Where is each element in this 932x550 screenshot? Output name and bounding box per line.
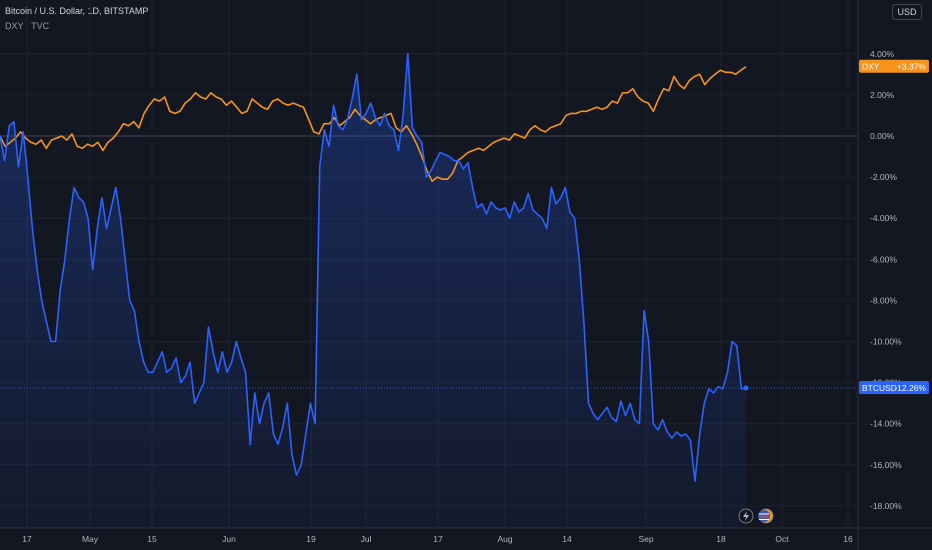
dxy-last-label-bg (859, 59, 929, 73)
btcusd-last-label-bg (859, 380, 929, 394)
dxy-last-label-value: +3.37% (897, 62, 927, 72)
x-tick-label: 19 (306, 534, 316, 544)
y-tick-label: -2.00% (870, 172, 897, 182)
y-tick-label: -16.00% (870, 460, 902, 470)
x-tick-label: May (82, 534, 99, 544)
x-tick-label: Jul (361, 534, 372, 544)
lightning-event-icon[interactable] (738, 508, 754, 524)
btc-area-fill (0, 53, 746, 529)
dxy-series-line (0, 66, 747, 182)
x-tick-label: 17 (22, 534, 32, 544)
dxy-last-label-symbol: DXY (862, 62, 880, 72)
btc-area (0, 53, 746, 529)
us-flag-event-icon[interactable] (758, 508, 774, 524)
x-tick-label: Sep (638, 534, 653, 544)
currency-button[interactable]: USD (892, 4, 922, 20)
x-tick-label: 14 (562, 534, 572, 544)
flag-event-circle (758, 510, 770, 522)
x-tick-label: 15 (147, 534, 157, 544)
x-tick-label: 18 (716, 534, 726, 544)
btcusd-last-point (743, 385, 749, 391)
dxy-last-label: DXY +3.37% (859, 59, 929, 73)
btcusd-last-label-symbol: BTCUSD (862, 383, 897, 393)
btcusd-last-label: BTCUSD-12.26% (859, 380, 929, 394)
y-tick-label: -18.00% (870, 501, 902, 511)
btcusd-series-line (0, 53, 747, 482)
chart-title: Bitcoin / U.S. Dollar, 1D, BITSTAMP (5, 6, 149, 16)
event-markers[interactable] (738, 508, 774, 524)
y-tick-label: -8.00% (870, 295, 897, 305)
x-tick-label: Oct (775, 534, 789, 544)
y-tick-label: -10.00% (870, 337, 902, 347)
x-axis: 17 May 15 Jun 19 Jul 17 Aug 14 Sep 18 Oct 16 (22, 534, 853, 544)
x-tick-label: 16 (843, 534, 853, 544)
lightning-glyph (743, 511, 749, 521)
y-axis: 4.00% 2.00% 0.00% -2.00% -4.00% -6.00% -8.00% -… (870, 49, 902, 511)
y-tick-label: -6.00% (870, 254, 897, 264)
x-tick-label: Jun (222, 534, 236, 544)
btcusd-last-label-value: -12.26% (894, 383, 926, 393)
y-tick-label: 0.00% (870, 131, 895, 141)
series-lines (0, 53, 858, 482)
y-tick-label: 4.00% (870, 49, 895, 59)
x-tick-label: Aug (497, 534, 512, 544)
last-value-labels: DXY +3.37% BTCUSD-12.26% (859, 59, 929, 394)
y-tick-label: -14.00% (870, 419, 902, 429)
y-tick-label: 2.00% (870, 90, 895, 100)
y-tick-label: -4.00% (870, 213, 897, 223)
x-tick-label: 17 (433, 534, 443, 544)
